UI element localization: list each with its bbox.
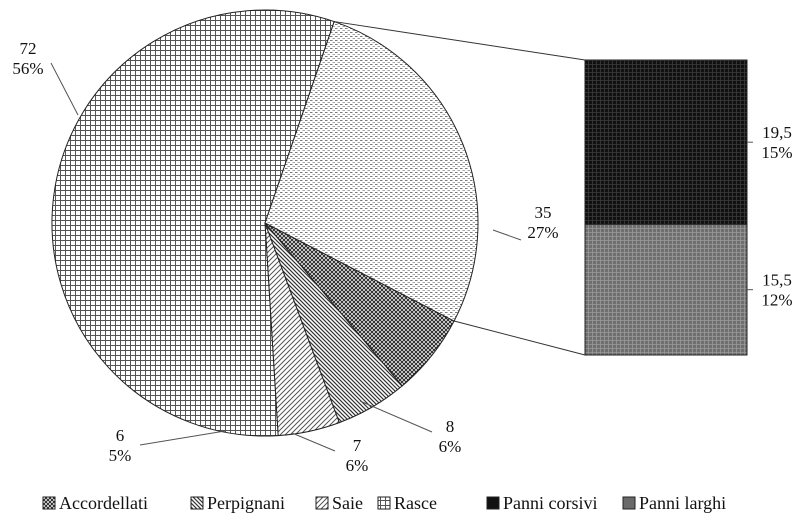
- data-label-panni-corsivi: 19,5 15%: [761, 123, 792, 162]
- legend-label-panni-corsivi: Panni corsivi: [503, 493, 598, 513]
- bar-segment-panni-corsivi: [584, 59, 748, 225]
- pie-slice-rasce: [51, 9, 335, 437]
- leader-line-perpignani: [291, 432, 336, 452]
- legend-swatch-rasce: [377, 496, 391, 510]
- connector-bottom: [453, 320, 586, 356]
- pie-slice-other: [264, 20, 479, 322]
- data-label-saie: 6 5%: [109, 426, 132, 465]
- stacked-bar: [584, 59, 748, 356]
- legend-label-rasce: Rasce: [394, 493, 437, 513]
- data-labels: 8 6% 7 6% 6 5% 72 56% 35 27% 19,5 15% 15,5 12%: [12, 39, 792, 475]
- leader-line-other: [492, 229, 522, 241]
- legend-label-saie: Saie: [332, 493, 363, 513]
- data-label-perpignani: 7 6%: [346, 436, 369, 475]
- data-label-accordellati: 8 6%: [439, 417, 462, 456]
- pie: [51, 9, 479, 437]
- legend-swatch-perpignani: [190, 496, 204, 510]
- bar-segment-panni-larghi: [584, 223, 748, 356]
- pie-to-bar-connectors: [334, 21, 586, 356]
- leader-line-saie: [139, 430, 226, 446]
- legend-swatch-saie: [315, 496, 329, 510]
- leader-line-rasce: [50, 62, 79, 116]
- legend: Accordellati Perpignani Saie Rasce Panni cor…: [42, 493, 726, 513]
- legend-swatch-panni-corsivi: [486, 496, 500, 510]
- leader-line-accordellati: [359, 400, 433, 433]
- data-label-panni-larghi: 15,5 12%: [761, 271, 792, 310]
- legend-label-accordellati: Accordellati: [59, 493, 148, 513]
- legend-swatch-accordellati: [42, 496, 56, 510]
- data-label-rasce: 72 56%: [12, 39, 43, 78]
- legend-label-perpignani: Perpignani: [207, 493, 285, 513]
- data-label-other: 35 27%: [527, 203, 558, 242]
- legend-swatch-panni-larghi: [622, 496, 636, 510]
- legend-label-panni-larghi: Panni larghi: [639, 493, 726, 513]
- connector-top: [334, 21, 586, 61]
